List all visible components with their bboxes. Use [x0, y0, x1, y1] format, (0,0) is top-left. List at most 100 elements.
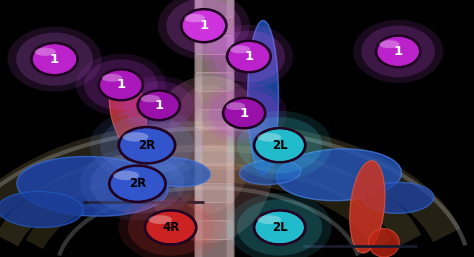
Ellipse shape: [138, 91, 180, 120]
Ellipse shape: [142, 76, 275, 243]
FancyBboxPatch shape: [195, 110, 234, 128]
Ellipse shape: [228, 42, 269, 71]
Ellipse shape: [256, 130, 303, 161]
Ellipse shape: [184, 14, 205, 22]
Ellipse shape: [99, 70, 143, 100]
Ellipse shape: [17, 157, 168, 216]
Ellipse shape: [113, 171, 139, 180]
Ellipse shape: [84, 59, 157, 110]
Text: 2L: 2L: [272, 139, 287, 152]
Ellipse shape: [368, 229, 399, 257]
FancyBboxPatch shape: [195, 128, 234, 147]
Ellipse shape: [257, 215, 281, 224]
Text: 2R: 2R: [129, 177, 146, 190]
FancyBboxPatch shape: [227, 240, 233, 257]
FancyBboxPatch shape: [227, 92, 233, 109]
Ellipse shape: [276, 149, 401, 201]
FancyBboxPatch shape: [195, 91, 234, 110]
Ellipse shape: [362, 25, 435, 77]
Ellipse shape: [0, 191, 83, 227]
Ellipse shape: [33, 44, 76, 74]
Ellipse shape: [116, 76, 201, 135]
Ellipse shape: [109, 166, 165, 202]
Ellipse shape: [90, 108, 204, 182]
FancyBboxPatch shape: [196, 0, 202, 17]
Ellipse shape: [118, 193, 223, 257]
Ellipse shape: [227, 41, 271, 72]
Text: 1: 1: [239, 107, 249, 120]
Text: 1: 1: [199, 19, 209, 32]
Ellipse shape: [254, 128, 305, 162]
Ellipse shape: [91, 154, 184, 214]
Ellipse shape: [16, 32, 93, 86]
FancyBboxPatch shape: [195, 73, 234, 91]
FancyBboxPatch shape: [227, 36, 233, 54]
Ellipse shape: [205, 25, 293, 88]
Ellipse shape: [248, 21, 279, 175]
Ellipse shape: [230, 45, 250, 53]
Ellipse shape: [378, 37, 419, 66]
Ellipse shape: [201, 82, 287, 144]
FancyBboxPatch shape: [196, 147, 202, 165]
Ellipse shape: [111, 167, 164, 200]
Ellipse shape: [76, 54, 166, 116]
Ellipse shape: [212, 31, 285, 82]
Ellipse shape: [228, 193, 332, 257]
FancyBboxPatch shape: [195, 17, 234, 36]
Ellipse shape: [166, 0, 241, 53]
Ellipse shape: [257, 133, 281, 142]
FancyBboxPatch shape: [227, 166, 233, 183]
Text: 4R: 4R: [162, 221, 179, 234]
FancyBboxPatch shape: [227, 147, 233, 165]
FancyBboxPatch shape: [196, 221, 202, 239]
Ellipse shape: [140, 158, 210, 187]
Ellipse shape: [376, 36, 420, 67]
Ellipse shape: [139, 92, 178, 119]
Ellipse shape: [228, 111, 332, 180]
Ellipse shape: [8, 26, 101, 91]
FancyBboxPatch shape: [196, 240, 202, 257]
Ellipse shape: [225, 99, 264, 127]
Ellipse shape: [363, 182, 434, 213]
FancyBboxPatch shape: [195, 165, 234, 184]
FancyBboxPatch shape: [195, 184, 234, 203]
Ellipse shape: [183, 11, 225, 41]
FancyBboxPatch shape: [227, 73, 233, 91]
Ellipse shape: [121, 128, 173, 162]
FancyBboxPatch shape: [196, 129, 202, 146]
FancyBboxPatch shape: [196, 55, 202, 72]
FancyBboxPatch shape: [227, 18, 233, 35]
FancyBboxPatch shape: [196, 166, 202, 183]
FancyBboxPatch shape: [196, 110, 202, 128]
FancyBboxPatch shape: [227, 55, 233, 72]
Ellipse shape: [80, 147, 195, 221]
Ellipse shape: [100, 115, 194, 175]
Text: 1: 1: [116, 78, 126, 91]
FancyBboxPatch shape: [196, 92, 202, 109]
Text: 1: 1: [154, 99, 164, 112]
FancyBboxPatch shape: [227, 129, 233, 146]
Ellipse shape: [223, 98, 265, 128]
FancyBboxPatch shape: [227, 184, 233, 202]
FancyBboxPatch shape: [227, 110, 233, 128]
Ellipse shape: [158, 0, 250, 59]
Ellipse shape: [100, 71, 141, 99]
Ellipse shape: [148, 215, 172, 224]
Text: 1: 1: [244, 50, 254, 63]
Ellipse shape: [147, 212, 194, 243]
Ellipse shape: [35, 48, 56, 56]
Ellipse shape: [254, 210, 305, 244]
FancyBboxPatch shape: [195, 202, 234, 221]
FancyBboxPatch shape: [196, 36, 202, 54]
Ellipse shape: [237, 117, 322, 173]
Ellipse shape: [237, 199, 322, 256]
Ellipse shape: [140, 95, 160, 102]
Ellipse shape: [239, 160, 301, 185]
Ellipse shape: [181, 9, 227, 42]
Text: 2L: 2L: [272, 221, 287, 234]
Ellipse shape: [128, 199, 213, 256]
Ellipse shape: [166, 85, 251, 213]
FancyBboxPatch shape: [195, 221, 234, 240]
Ellipse shape: [122, 132, 148, 142]
FancyBboxPatch shape: [196, 184, 202, 202]
